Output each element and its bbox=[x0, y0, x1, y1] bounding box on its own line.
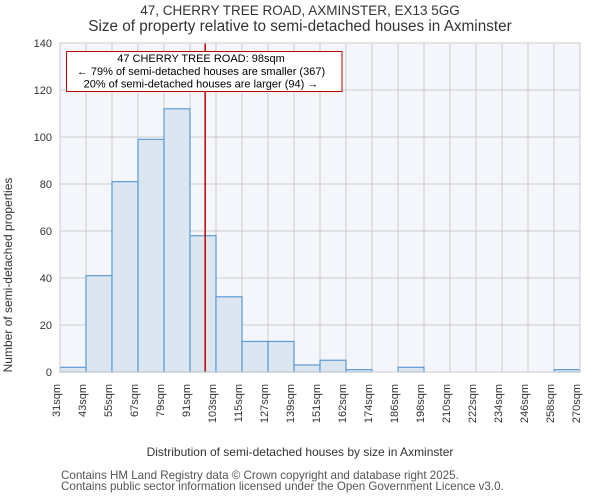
svg-text:186sqm: 186sqm bbox=[389, 384, 401, 423]
svg-text:Distribution of semi-detached: Distribution of semi-detached houses by … bbox=[147, 445, 454, 459]
svg-text:79sqm: 79sqm bbox=[155, 384, 167, 417]
svg-text:120: 120 bbox=[34, 85, 52, 97]
svg-text:40: 40 bbox=[40, 273, 52, 285]
svg-text:115sqm: 115sqm bbox=[233, 384, 245, 422]
svg-text:103sqm: 103sqm bbox=[207, 384, 219, 423]
svg-text:Contains public sector informa: Contains public sector information licen… bbox=[61, 480, 504, 493]
svg-text:162sqm: 162sqm bbox=[337, 384, 349, 423]
svg-text:234sqm: 234sqm bbox=[493, 384, 505, 423]
svg-text:Size of property relative to s: Size of property relative to semi-detach… bbox=[88, 18, 511, 35]
svg-text:270sqm: 270sqm bbox=[571, 384, 583, 423]
svg-text:198sqm: 198sqm bbox=[415, 384, 427, 423]
svg-text:47 CHERRY TREE ROAD: 98sqm: 47 CHERRY TREE ROAD: 98sqm bbox=[117, 53, 285, 65]
svg-text:0: 0 bbox=[46, 367, 52, 379]
svg-text:100: 100 bbox=[34, 132, 52, 144]
svg-text:258sqm: 258sqm bbox=[545, 384, 557, 423]
svg-text:91sqm: 91sqm bbox=[181, 384, 193, 417]
svg-text:20: 20 bbox=[40, 320, 52, 332]
svg-text:47, CHERRY TREE ROAD, AXMINSTE: 47, CHERRY TREE ROAD, AXMINSTER, EX13 5G… bbox=[140, 3, 460, 18]
svg-text:151sqm: 151sqm bbox=[311, 384, 323, 423]
svg-text:127sqm: 127sqm bbox=[259, 384, 271, 423]
svg-text:210sqm: 210sqm bbox=[441, 384, 453, 423]
svg-text:43sqm: 43sqm bbox=[77, 384, 89, 417]
svg-text:55sqm: 55sqm bbox=[103, 384, 115, 417]
svg-text:20% of semi-detached houses ar: 20% of semi-detached houses are larger (… bbox=[84, 79, 319, 91]
svg-text:222sqm: 222sqm bbox=[467, 384, 479, 423]
svg-text:Number of semi-detached proper: Number of semi-detached properties bbox=[1, 178, 15, 373]
svg-text:31sqm: 31sqm bbox=[51, 384, 63, 417]
svg-text:174sqm: 174sqm bbox=[363, 384, 375, 423]
svg-text:246sqm: 246sqm bbox=[519, 384, 531, 423]
svg-text:140: 140 bbox=[34, 38, 52, 50]
svg-text:139sqm: 139sqm bbox=[285, 384, 297, 423]
svg-text:← 79% of semi-detached houses: ← 79% of semi-detached houses are smalle… bbox=[77, 66, 325, 78]
svg-text:80: 80 bbox=[40, 179, 52, 191]
svg-text:60: 60 bbox=[40, 226, 52, 238]
svg-text:67sqm: 67sqm bbox=[129, 384, 141, 417]
